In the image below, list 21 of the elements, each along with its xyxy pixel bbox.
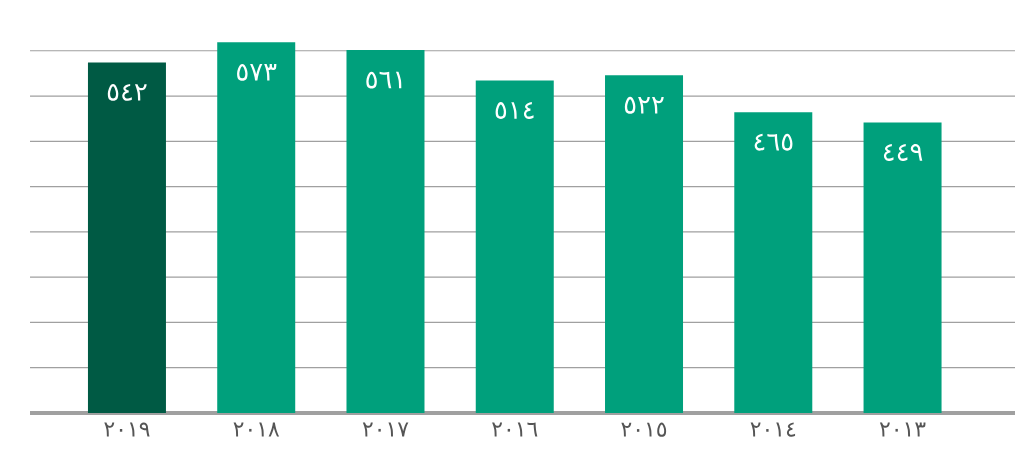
data-label: ٥٤٢ (107, 83, 147, 101)
bar (87, 62, 166, 413)
data-label: ٤٦٥ (754, 133, 793, 151)
bar (605, 75, 684, 413)
x-tick-label: ٢٠١٥ (621, 422, 667, 437)
data-label: ٥١٤ (495, 102, 534, 119)
x-tick-label: ٢٠١٧ (362, 422, 409, 437)
data-label: ٥٧٣ (237, 63, 277, 81)
data-label: ٥٦١ (366, 71, 402, 89)
x-tick-label: ٢٠١٩ (104, 422, 150, 437)
data-label: ٤٤٩ (883, 144, 923, 161)
x-tick-label: ٢٠١٦ (492, 422, 538, 437)
x-tick-label: ٢٠١٤ (750, 422, 796, 437)
bar (734, 112, 813, 413)
bar (217, 42, 296, 413)
bar (863, 122, 942, 413)
bar (475, 80, 554, 413)
bar (346, 50, 425, 413)
x-tick-label: ٢٠١٣ (879, 422, 926, 437)
x-tick-label: ٢٠١٨ (233, 422, 280, 437)
data-label: ٥٢٢ (624, 96, 664, 114)
